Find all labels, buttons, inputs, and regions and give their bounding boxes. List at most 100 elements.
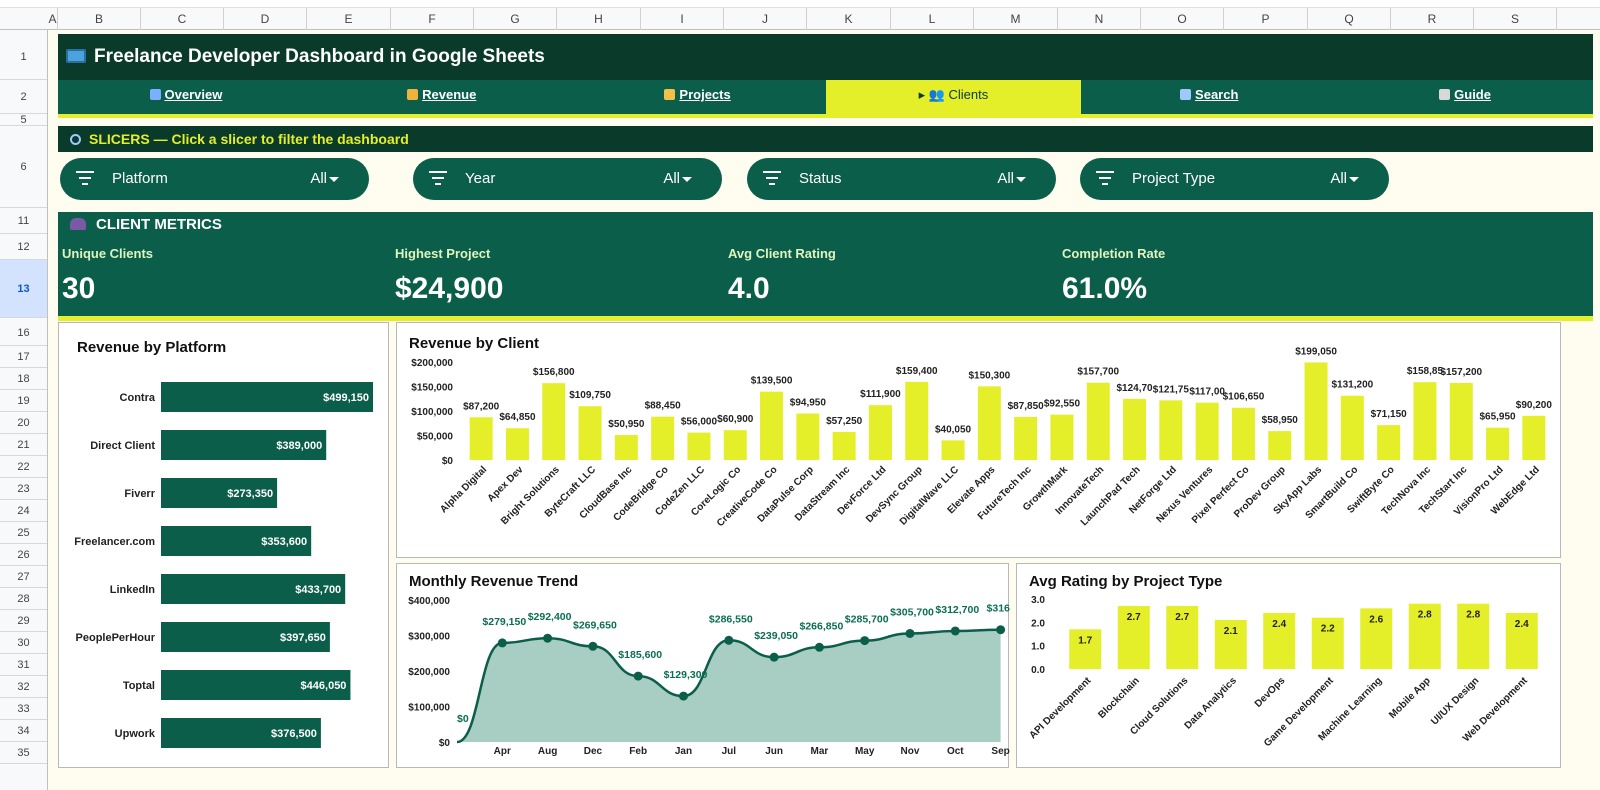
data-point[interactable]: [679, 691, 688, 701]
avg-rating-by-project-type-panel[interactable]: Avg Rating by Project Type 0.0 1.0 2.0 3.0 1…: [1016, 563, 1561, 768]
data-point[interactable]: [814, 642, 824, 652]
row-header-29[interactable]: 29: [0, 610, 47, 632]
bar[interactable]: [1522, 415, 1546, 460]
column-header-n[interactable]: N: [1058, 8, 1141, 30]
data-point[interactable]: [543, 633, 553, 643]
bar[interactable]: [469, 417, 493, 460]
tab-search[interactable]: Search: [1081, 80, 1337, 114]
tab-clients[interactable]: ▸ 👥 Clients: [825, 80, 1082, 114]
row-header-19[interactable]: 19: [0, 390, 47, 412]
column-header-s[interactable]: S: [1474, 8, 1557, 30]
bar[interactable]: [760, 391, 784, 460]
tab-overview[interactable]: Overview: [58, 80, 314, 114]
bar[interactable]: [161, 382, 373, 412]
row-header-17[interactable]: 17: [0, 346, 47, 368]
slicer-platform[interactable]: Platform All: [60, 158, 369, 200]
bar[interactable]: [1340, 395, 1364, 460]
data-point[interactable]: [860, 636, 870, 646]
column-header-q[interactable]: Q: [1308, 8, 1391, 30]
bar[interactable]: [1449, 382, 1473, 460]
row-header-6[interactable]: 6: [0, 126, 47, 208]
row-header-30[interactable]: 30: [0, 632, 47, 654]
tab-projects[interactable]: Projects: [570, 80, 826, 114]
bar[interactable]: [723, 430, 747, 460]
bar[interactable]: [542, 383, 566, 460]
slicer-value[interactable]: All: [310, 170, 327, 187]
column-header-p[interactable]: P: [1224, 8, 1308, 30]
column-header-h[interactable]: H: [557, 8, 641, 30]
bar[interactable]: [161, 526, 312, 556]
bar[interactable]: [651, 416, 675, 460]
bar[interactable]: [1408, 603, 1441, 669]
bar[interactable]: [1457, 603, 1490, 669]
slicer-value[interactable]: All: [997, 170, 1014, 187]
bar[interactable]: [1195, 402, 1219, 460]
column-header-m[interactable]: M: [974, 8, 1058, 30]
bar[interactable]: [161, 430, 327, 460]
bar[interactable]: [1050, 414, 1074, 460]
bar[interactable]: [1214, 620, 1247, 669]
slicer-year[interactable]: Year All: [413, 158, 722, 200]
slicer-status[interactable]: Status All: [747, 158, 1056, 200]
column-header-c[interactable]: C: [141, 8, 224, 30]
tab-guide[interactable]: Guide: [1337, 80, 1593, 114]
bar[interactable]: [161, 670, 351, 700]
data-point[interactable]: [497, 638, 507, 648]
row-header-28[interactable]: 28: [0, 588, 47, 610]
bar[interactable]: [1014, 416, 1038, 460]
row-header-23[interactable]: 23: [0, 478, 47, 500]
chevron-down-icon[interactable]: [682, 177, 692, 182]
slicer-value[interactable]: All: [1330, 170, 1347, 187]
chevron-down-icon[interactable]: [329, 177, 339, 182]
bar[interactable]: [1377, 425, 1401, 460]
column-header-a[interactable]: A: [48, 8, 58, 30]
chevron-down-icon[interactable]: [1016, 177, 1026, 182]
data-point[interactable]: [905, 628, 915, 638]
column-header-k[interactable]: K: [807, 8, 891, 30]
row-headers[interactable]: 1 2 5 6 11 12 13 16 17 18 19 20 21 22 23 24 25 26 27 28 29 30…: [0, 30, 48, 790]
row-header-16[interactable]: 16: [0, 320, 47, 346]
row-header-34[interactable]: 34: [0, 720, 47, 742]
bar[interactable]: [1486, 427, 1510, 460]
data-point[interactable]: [950, 626, 960, 636]
bar[interactable]: [977, 386, 1001, 460]
row-header-11[interactable]: 11: [0, 208, 47, 234]
row-header-27[interactable]: 27: [0, 566, 47, 588]
row-header-13[interactable]: 13: [0, 260, 47, 318]
row-header-31[interactable]: 31: [0, 654, 47, 676]
bar[interactable]: [1263, 613, 1296, 669]
row-header-22[interactable]: 22: [0, 456, 47, 478]
bar[interactable]: [1117, 606, 1150, 669]
column-header-j[interactable]: J: [724, 8, 807, 30]
bar[interactable]: [1304, 362, 1328, 460]
bar[interactable]: [1159, 400, 1183, 460]
tab-revenue[interactable]: Revenue: [314, 80, 570, 114]
bar[interactable]: [1360, 608, 1393, 669]
bar[interactable]: [796, 413, 820, 460]
bar[interactable]: [614, 435, 638, 460]
bar[interactable]: [832, 431, 856, 460]
column-header-o[interactable]: O: [1141, 8, 1224, 30]
bar[interactable]: [1268, 431, 1292, 460]
row-header-20[interactable]: 20: [0, 412, 47, 434]
row-header-24[interactable]: 24: [0, 500, 47, 522]
row-header-33[interactable]: 33: [0, 698, 47, 720]
row-header-35[interactable]: 35: [0, 742, 47, 764]
column-header-e[interactable]: E: [307, 8, 391, 30]
bar[interactable]: [161, 478, 278, 508]
column-header-f[interactable]: F: [391, 8, 474, 30]
bar[interactable]: [905, 381, 929, 460]
row-header-1[interactable]: 1: [0, 34, 47, 80]
row-header-2[interactable]: 2: [0, 80, 47, 114]
bar[interactable]: [161, 622, 330, 652]
bar[interactable]: [161, 718, 321, 748]
column-header-i[interactable]: I: [641, 8, 724, 30]
row-header-21[interactable]: 21: [0, 434, 47, 456]
row-header-25[interactable]: 25: [0, 522, 47, 544]
data-point[interactable]: [724, 635, 734, 645]
row-header-18[interactable]: 18: [0, 368, 47, 390]
column-header-b[interactable]: B: [58, 8, 141, 30]
data-point[interactable]: [633, 671, 643, 681]
row-header-26[interactable]: 26: [0, 544, 47, 566]
